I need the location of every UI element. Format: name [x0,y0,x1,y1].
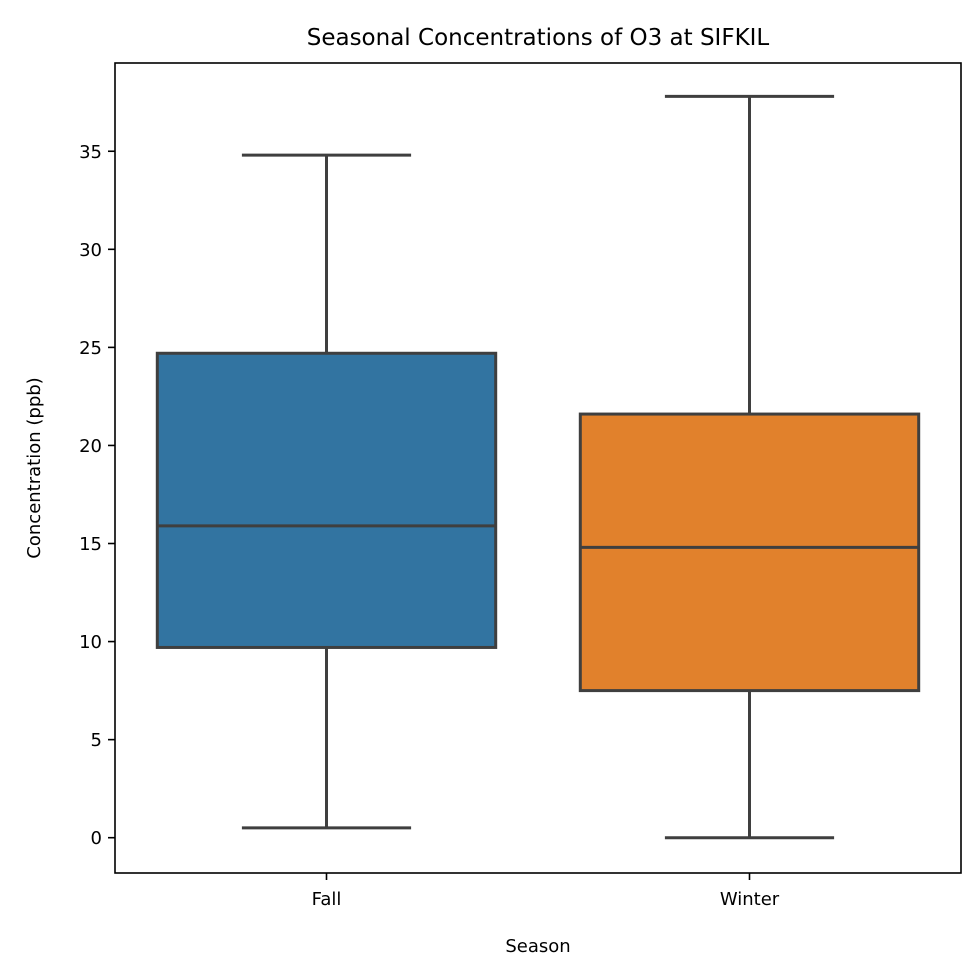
plot-frame [114,62,962,874]
x-axis: Fall Winter [312,873,780,910]
y-tick-label: 30 [79,240,102,261]
y-axis-label: Concentration (ppb) [24,377,45,558]
y-tick-label: 35 [79,142,102,163]
y-tick-label: 10 [79,632,102,653]
y-tick-label: 5 [91,730,102,751]
y-tick-label: 20 [79,436,102,457]
box-iqr [578,412,921,693]
y-axis: 0 5 10 15 20 25 30 35 [79,142,115,849]
y-tick-label: 0 [91,828,102,849]
box-group-fall [155,153,498,830]
y-tick-label: 15 [79,534,102,555]
chart-title: Seasonal Concentrations of O3 at SIFKIL [307,25,770,51]
y-tick-label: 25 [79,338,102,359]
box-iqr [155,351,498,649]
x-tick-label: Fall [312,889,342,910]
x-tick-label: Winter [720,889,780,910]
box-group-winter [578,94,921,840]
x-axis-label: Season [505,936,570,957]
boxes-layer [155,94,921,840]
